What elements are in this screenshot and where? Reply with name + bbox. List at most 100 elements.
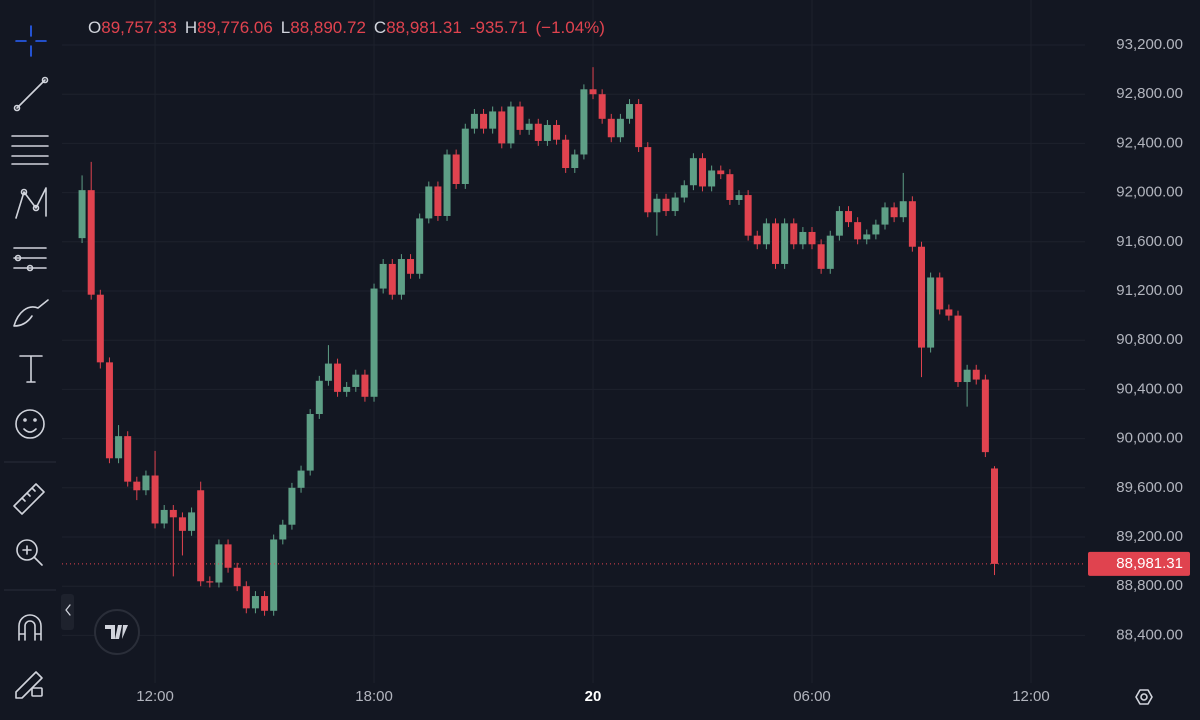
- candle-body: [945, 309, 953, 316]
- close-value: 88,981.31: [386, 18, 462, 37]
- y-tick-label: 88,800.00: [1116, 577, 1183, 594]
- candle-body: [972, 369, 980, 380]
- candle-body: [799, 231, 807, 245]
- candle-body: [188, 512, 196, 531]
- prediction-tool[interactable]: [13, 247, 47, 272]
- candle-body: [397, 259, 405, 295]
- candle-body: [671, 197, 679, 212]
- candle-body: [96, 294, 104, 363]
- lock-drawing-tool[interactable]: [15, 671, 43, 699]
- crosshair-tool[interactable]: [15, 25, 47, 57]
- open-label: O: [88, 18, 101, 37]
- trend-line-tool[interactable]: [13, 76, 49, 112]
- candle-body: [571, 154, 579, 169]
- candle-body: [808, 231, 816, 245]
- y-tick-label: 89,200.00: [1116, 528, 1183, 545]
- candle-body: [288, 487, 296, 525]
- candle-body: [270, 539, 278, 611]
- ruler-tool[interactable]: [13, 483, 45, 515]
- y-tick-label: 90,000.00: [1116, 430, 1183, 447]
- toolbar: [4, 25, 74, 699]
- candle-body: [480, 113, 488, 129]
- candle-body: [251, 596, 259, 609]
- candle-body: [553, 124, 561, 140]
- candle-body: [279, 524, 287, 540]
- fib-tool[interactable]: [11, 135, 49, 165]
- x-tick-label: 06:00: [793, 688, 831, 705]
- brush-tool[interactable]: [13, 299, 49, 327]
- candle-body: [689, 158, 697, 186]
- candle-body: [224, 544, 232, 568]
- candle-body: [598, 94, 606, 119]
- candle-body: [78, 190, 86, 239]
- y-tick-label: 90,800.00: [1116, 331, 1183, 348]
- candles: [78, 67, 998, 616]
- candle-body: [845, 211, 853, 223]
- candle-body: [343, 386, 351, 392]
- candle-body: [124, 436, 132, 482]
- candle-body: [105, 362, 113, 459]
- candle-body: [379, 263, 387, 289]
- candle-body: [261, 596, 269, 611]
- candle-body: [470, 113, 478, 129]
- y-tick-label: 91,200.00: [1116, 282, 1183, 299]
- low-label: L: [281, 18, 290, 37]
- zoom-tool[interactable]: [16, 539, 43, 566]
- x-tick-label: 12:00: [136, 688, 174, 705]
- tv-logo: [94, 609, 140, 655]
- change-percent: (−1.04%): [536, 18, 605, 37]
- collapse-button[interactable]: [61, 594, 74, 630]
- y-tick-label: 90,400.00: [1116, 380, 1183, 397]
- close-label: C: [374, 18, 386, 37]
- candle-body: [589, 89, 597, 95]
- candle-body: [142, 475, 150, 491]
- candle-body: [772, 223, 780, 264]
- candle-body: [917, 246, 925, 348]
- candle-body: [489, 111, 497, 129]
- candle-body: [151, 475, 159, 524]
- x-tick-label: 12:00: [1012, 688, 1050, 705]
- x-tick-label: 18:00: [355, 688, 393, 705]
- change-value: -935.71: [470, 18, 528, 37]
- candle-body: [242, 586, 250, 609]
- candle-body: [315, 380, 323, 415]
- ohlc-legend: O89,757.33 H89,776.06 L88,890.72 C88,981.31…: [88, 18, 605, 37]
- settings-button[interactable]: [1135, 689, 1153, 705]
- candle-body: [963, 369, 971, 383]
- candle-body: [361, 374, 369, 397]
- candle-body: [927, 277, 935, 348]
- y-tick-label: 92,800.00: [1116, 85, 1183, 102]
- y-tick-label: 92,000.00: [1116, 184, 1183, 201]
- candle-body: [607, 118, 615, 138]
- candle-body: [507, 106, 515, 144]
- emoji-tool[interactable]: [15, 409, 45, 439]
- candle-body: [543, 124, 551, 141]
- candle-body: [881, 207, 889, 225]
- candle-body: [416, 218, 424, 274]
- magnet-tool[interactable]: [18, 614, 42, 641]
- candle-body: [461, 128, 469, 185]
- candle-body: [562, 139, 570, 169]
- candle-body: [616, 118, 624, 138]
- candle-body: [516, 106, 524, 130]
- text-tool[interactable]: [19, 355, 43, 383]
- pattern-tool[interactable]: [15, 187, 47, 219]
- candle-body: [580, 89, 588, 155]
- candle-body: [178, 517, 186, 531]
- candle-body: [790, 223, 798, 245]
- last-price-label: 88,981.31: [1116, 555, 1183, 572]
- candle-body: [890, 207, 898, 218]
- y-tick-label: 89,600.00: [1116, 479, 1183, 496]
- candle-body: [443, 154, 451, 216]
- candle-body: [334, 363, 342, 392]
- candle-body: [990, 468, 998, 564]
- candle-body: [744, 195, 752, 236]
- candle-body: [407, 259, 415, 274]
- candle-body: [817, 244, 825, 269]
- candle-body: [206, 581, 214, 583]
- candle-body: [352, 374, 360, 387]
- candle-body: [197, 490, 205, 582]
- candle-body: [653, 198, 661, 213]
- candle-body: [954, 315, 962, 383]
